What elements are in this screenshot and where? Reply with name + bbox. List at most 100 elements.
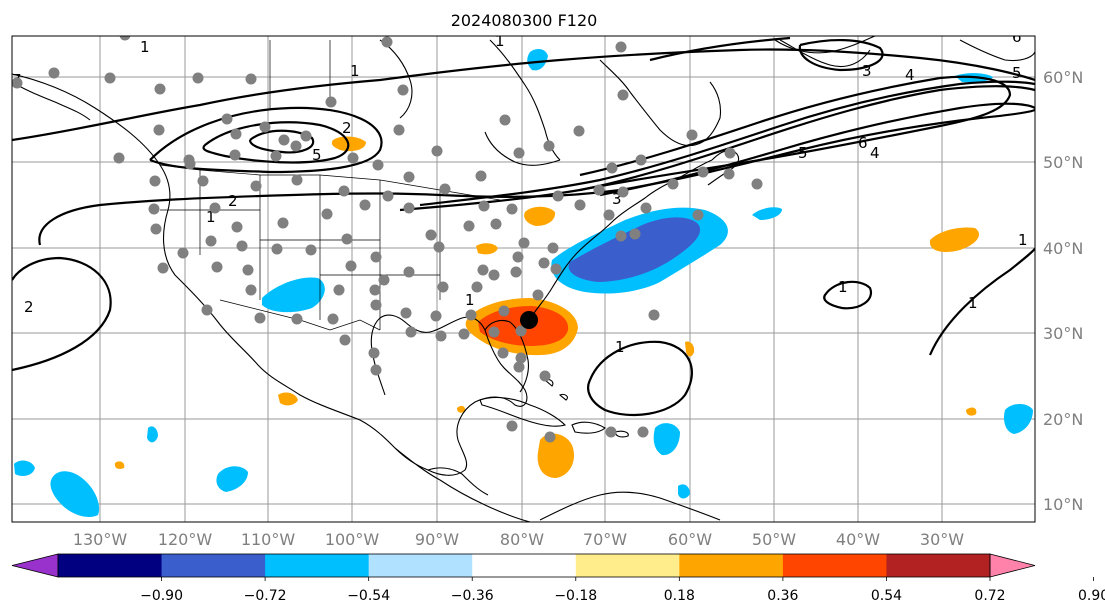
station-dot — [435, 330, 447, 342]
station-dot — [539, 370, 551, 382]
station-dot — [381, 36, 393, 48]
contour-label: 1 — [495, 32, 505, 50]
station-dot — [209, 202, 221, 214]
station-dot — [305, 244, 317, 256]
station-dot — [231, 221, 243, 233]
station-dot — [513, 361, 525, 373]
colorbar: −0.90 −0.72 −0.54 −0.36 −0.18 0.18 0.36 0.54 0.7… — [11, 553, 1105, 604]
station-dot — [338, 185, 350, 197]
station-dot — [277, 217, 289, 229]
station-dot — [113, 152, 125, 164]
station-dot — [499, 114, 511, 126]
station-dot — [359, 199, 371, 211]
station-dot — [153, 124, 165, 136]
latitude-label: 10°N — [1043, 495, 1083, 514]
station-dot — [515, 325, 527, 337]
latitude-label: 50°N — [1043, 153, 1083, 172]
station-dot — [617, 89, 629, 101]
map-area: 1 1 2 5 2 1 1 2 3 4 5 6 3 4 5 6 1 1 1 1 … — [12, 28, 1035, 522]
station-dot — [692, 209, 704, 221]
station-dot — [667, 178, 679, 190]
station-dot — [697, 166, 709, 178]
station-dot — [291, 313, 303, 325]
station-dot — [463, 220, 475, 232]
station-dot — [550, 263, 562, 275]
station-dot — [369, 284, 381, 296]
contour-label: 1 — [968, 294, 978, 312]
station-dot — [615, 230, 627, 242]
station-dot — [184, 158, 196, 170]
station-dot — [497, 347, 509, 359]
contour-label: 5 — [1012, 64, 1022, 82]
station-dot — [478, 200, 490, 212]
station-dot — [488, 269, 500, 281]
station-dot — [393, 124, 405, 136]
latitude-label: 30°N — [1043, 324, 1083, 343]
colorbar-segment — [368, 554, 473, 577]
station-dot — [629, 228, 641, 240]
colorbar-tick-label: 0.18 — [664, 588, 695, 604]
contour-label: 1 — [838, 278, 848, 296]
station-dot — [259, 121, 271, 133]
station-dot — [378, 274, 390, 286]
station-dot — [148, 203, 160, 215]
positive-anomaly-caribbean — [537, 433, 575, 478]
station-dot — [201, 304, 213, 316]
contour-label: 6 — [1012, 28, 1022, 46]
station-dot — [197, 175, 209, 187]
colorbar-segment — [679, 554, 784, 577]
negative-anomaly-pacific — [50, 471, 100, 517]
station-dot — [593, 184, 605, 196]
station-dot — [321, 208, 333, 220]
station-dot — [150, 223, 162, 235]
station-dot — [278, 134, 290, 146]
station-dot — [471, 281, 483, 293]
station-dot — [458, 328, 470, 340]
longitude-labels: 130°W 120°W 110°W 100°W 90°W 80°W 70°W 60°W 50°W… — [73, 530, 964, 549]
latitude-label: 40°N — [1043, 239, 1083, 258]
longitude-label: 50°W — [752, 530, 796, 549]
contour-label-layer: 1 1 2 5 2 1 1 2 3 4 5 6 3 4 5 6 1 1 1 1 … — [12, 28, 1028, 356]
longitude-label: 120°W — [158, 530, 213, 549]
station-dot — [648, 309, 660, 321]
station-dot — [397, 84, 409, 96]
station-dot — [640, 202, 652, 214]
station-dot — [245, 284, 257, 296]
station-dot — [370, 299, 382, 311]
station-dot — [538, 257, 550, 269]
station-dot — [229, 149, 241, 161]
map-title: 2024080300 F120 — [451, 11, 598, 30]
latitude-labels: 60°N 50°N 40°N 30°N 20°N 10°N — [1043, 68, 1083, 514]
station-dot — [370, 251, 382, 263]
station-dot — [686, 129, 698, 141]
station-dot — [271, 243, 283, 255]
station-dot — [477, 264, 489, 276]
colorbar-tick-label: −0.36 — [451, 588, 494, 604]
station-dot — [250, 180, 262, 192]
contour-label: 1 — [465, 291, 475, 309]
colorbar-segment — [575, 554, 680, 577]
station-dot — [339, 334, 351, 346]
colorbar-segment — [58, 554, 163, 577]
station-dot — [603, 209, 615, 221]
station-dot — [192, 72, 204, 84]
station-dot — [382, 190, 394, 202]
station-dot — [510, 266, 522, 278]
negative-anomaly-region-sw — [262, 277, 325, 313]
station-dot — [290, 140, 302, 152]
station-dot — [498, 305, 510, 317]
negative-anomaly-core — [568, 217, 701, 282]
station-dot — [475, 170, 487, 182]
station-dot — [515, 352, 527, 364]
station-dot — [149, 175, 161, 187]
contour-label: 1 — [615, 338, 625, 356]
station-dot — [465, 309, 477, 321]
colorbar-segment — [782, 554, 887, 577]
contour-label: 4 — [905, 66, 915, 84]
shaded-fields — [14, 48, 1033, 517]
longitude-label: 100°W — [325, 530, 380, 549]
station-dot — [300, 130, 312, 142]
station-dot — [325, 96, 337, 108]
station-dot — [751, 178, 763, 190]
station-dot — [635, 154, 647, 166]
